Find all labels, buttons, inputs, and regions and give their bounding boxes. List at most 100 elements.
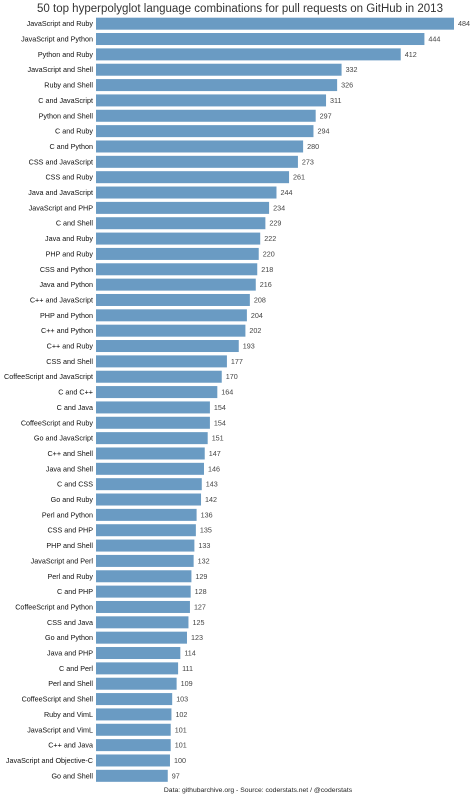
bar xyxy=(96,662,179,675)
value-label: 164 xyxy=(221,388,233,397)
value-label: 444 xyxy=(428,35,440,44)
category-label: Java and Shell xyxy=(46,464,94,473)
category-label: JavaScript and Objective-C xyxy=(6,756,93,765)
value-label: 412 xyxy=(405,50,417,59)
bar xyxy=(96,677,177,690)
bar xyxy=(96,432,208,445)
category-label: Java and Python xyxy=(39,280,93,289)
category-label: Java and Ruby xyxy=(45,234,93,243)
bar xyxy=(96,247,259,260)
category-label: C++ and Java xyxy=(48,741,93,750)
category-label: PHP and Ruby xyxy=(46,249,94,258)
bar xyxy=(96,570,192,583)
value-label: 297 xyxy=(320,111,332,120)
bar xyxy=(96,109,316,122)
chart-footer: Data: githubarchive.org - Source: coders… xyxy=(164,787,353,794)
category-label: C and CSS xyxy=(57,480,93,489)
bar xyxy=(96,63,342,76)
category-label: JavaScript and VimL xyxy=(27,725,93,734)
category-label: CoffeeScript and Shell xyxy=(22,695,94,704)
value-label: 484 xyxy=(458,19,470,28)
bar xyxy=(96,478,202,491)
bar xyxy=(96,324,246,337)
value-label: 127 xyxy=(194,602,206,611)
value-label: 202 xyxy=(249,326,261,335)
bar xyxy=(96,386,218,399)
value-label: 123 xyxy=(191,633,203,642)
bar xyxy=(96,125,314,138)
value-label: 208 xyxy=(254,295,266,304)
bar xyxy=(96,370,222,383)
value-label: 170 xyxy=(226,372,238,381)
value-label: 332 xyxy=(346,65,358,74)
bar xyxy=(96,539,195,552)
value-label: 111 xyxy=(182,664,193,673)
bar xyxy=(96,17,454,30)
category-label: C and C++ xyxy=(58,388,93,397)
value-label: 204 xyxy=(251,311,263,320)
value-label: 261 xyxy=(293,173,305,182)
value-label: 97 xyxy=(172,771,180,780)
value-label: 311 xyxy=(330,96,341,105)
bar xyxy=(96,232,261,245)
category-label: C and Shell xyxy=(56,219,94,228)
category-label: PHP and Python xyxy=(40,311,93,320)
value-label: 151 xyxy=(212,434,224,443)
bar xyxy=(96,155,298,168)
bar xyxy=(96,140,304,153)
category-label: Perl and Ruby xyxy=(47,572,93,581)
value-label: 229 xyxy=(269,219,281,228)
value-label: 146 xyxy=(208,464,220,473)
value-label: 234 xyxy=(273,203,285,212)
category-label: CoffeeScript and Ruby xyxy=(21,418,94,427)
bar xyxy=(96,708,172,721)
category-label: C and Java xyxy=(57,403,93,412)
value-label: 101 xyxy=(175,725,187,734)
category-label: Java and PHP xyxy=(47,649,93,658)
value-label: 326 xyxy=(341,81,353,90)
category-label: Go and Shell xyxy=(51,771,93,780)
bar xyxy=(96,600,190,613)
value-label: 103 xyxy=(176,695,188,704)
value-label: 102 xyxy=(175,710,187,719)
bar xyxy=(96,48,401,61)
value-label: 129 xyxy=(195,572,207,581)
value-label: 222 xyxy=(264,234,276,243)
category-label: CSS and Shell xyxy=(46,357,93,366)
value-label: 147 xyxy=(209,449,221,458)
value-label: 216 xyxy=(260,280,272,289)
bar xyxy=(96,585,191,598)
bar xyxy=(96,340,239,353)
category-label: CoffeeScript and JavaScript xyxy=(4,372,93,381)
category-label: C++ and Python xyxy=(41,326,93,335)
category-label: C and Perl xyxy=(59,664,93,673)
bar xyxy=(96,79,338,92)
bar xyxy=(96,631,187,644)
category-label: CSS and Ruby xyxy=(45,173,93,182)
value-label: 135 xyxy=(200,526,212,535)
value-label: 154 xyxy=(214,403,226,412)
bar xyxy=(96,754,170,767)
value-label: 101 xyxy=(175,741,187,750)
value-label: 109 xyxy=(181,679,193,688)
bar xyxy=(96,693,173,706)
bar xyxy=(96,309,247,322)
value-label: 125 xyxy=(192,618,204,627)
bar xyxy=(96,723,171,736)
bar xyxy=(96,217,266,230)
category-label: C and JavaScript xyxy=(38,96,93,105)
category-label: Ruby and Shell xyxy=(44,81,93,90)
category-label: Python and Shell xyxy=(39,111,94,120)
bars-group: JavaScript and Ruby 484 JavaScript and Pyt… xyxy=(4,17,470,782)
category-label: Perl and Python xyxy=(42,510,93,519)
bar xyxy=(96,33,425,46)
bar xyxy=(96,171,290,184)
category-label: Go and JavaScript xyxy=(34,434,93,443)
category-label: Go and Ruby xyxy=(51,495,94,504)
category-label: C++ and Ruby xyxy=(47,342,94,351)
value-label: 142 xyxy=(205,495,217,504)
bar xyxy=(96,186,277,199)
category-label: Ruby and VimL xyxy=(44,710,93,719)
value-label: 132 xyxy=(198,556,210,565)
